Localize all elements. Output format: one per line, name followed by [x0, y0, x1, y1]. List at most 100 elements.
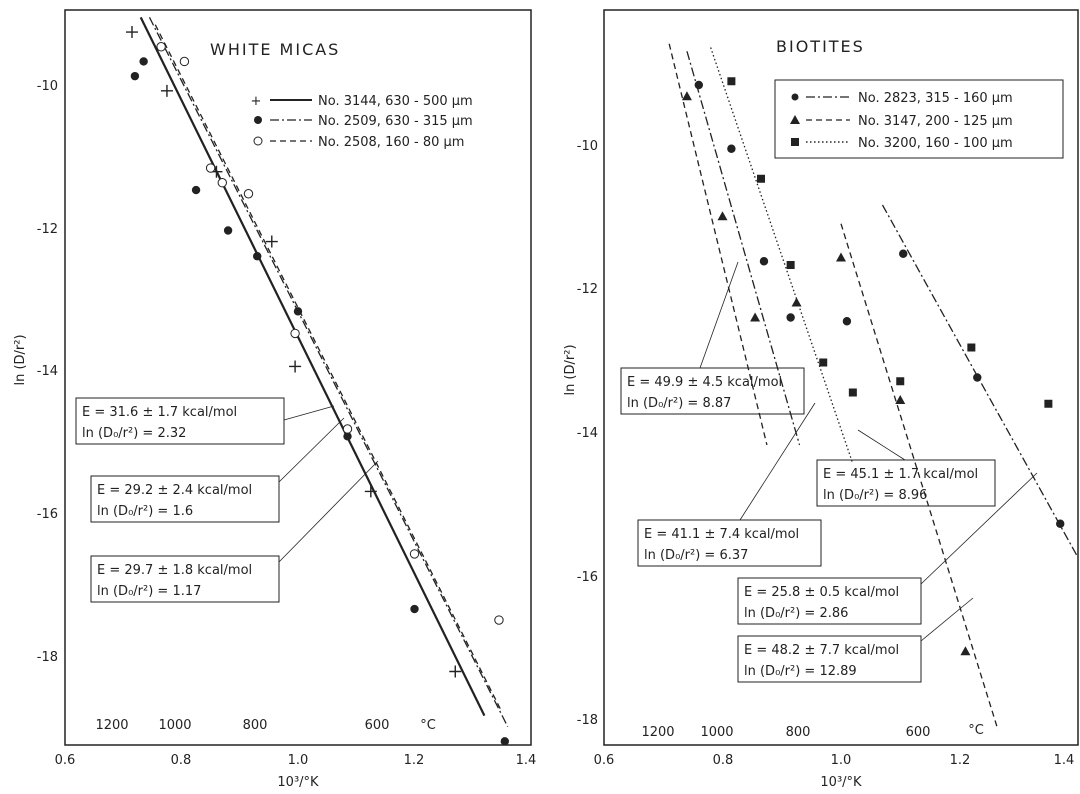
- data-point: [205, 163, 216, 173]
- temp-label: 600: [365, 718, 390, 733]
- legend-entry: No. 2823, 315 - 160 µm: [858, 91, 1013, 106]
- legend-marker: +: [251, 94, 262, 109]
- y-axis-label: ln (D/r²): [13, 334, 28, 385]
- y-tick-label: -16: [577, 570, 598, 585]
- data-point: [265, 235, 278, 248]
- x-tick-label: 1.0: [831, 753, 852, 768]
- annotation-energy: E = 25.8 ± 0.5 kcal/mol: [744, 585, 899, 600]
- data-point: [786, 313, 795, 322]
- x-tick-label: 1.0: [288, 753, 309, 768]
- data-point: [757, 174, 766, 183]
- y-tick-label: -12: [577, 282, 598, 297]
- data-point: [160, 84, 173, 97]
- fit-line: [148, 17, 509, 727]
- chart-title: BIOTITES: [776, 37, 865, 56]
- annotation-energy: E = 45.1 ± 1.7 kcal/mol: [823, 467, 978, 482]
- data-point: [694, 80, 703, 90]
- data-point: [1044, 399, 1053, 408]
- data-point: [786, 261, 795, 269]
- data-point: [253, 252, 262, 261]
- annotation-energy: E = 49.9 ± 4.5 kcal/mol: [627, 375, 782, 390]
- data-point: [848, 388, 857, 397]
- legend-entry: No. 2508, 160 - 80 µm: [318, 135, 464, 150]
- biotites-panel: BIOTITES -10 -12 -14 -16 -18 ln (D/r²) 0…: [563, 9, 1079, 790]
- legend-entry: No. 2509, 630 - 315 µm: [318, 114, 473, 129]
- y-tick-label: -16: [37, 507, 58, 522]
- fit-line: [139, 16, 486, 717]
- temp-label: 1200: [641, 725, 674, 740]
- x-axis-label: 10³/°K: [277, 775, 319, 790]
- legend: No. 2823, 315 - 160 µm No. 3147, 200 - 1…: [790, 91, 1013, 151]
- temp-label: 1200: [95, 718, 128, 733]
- data-point: [842, 317, 852, 326]
- chart-title: WHITE MICAS: [210, 40, 340, 59]
- annotation: E = 31.6 ± 1.7 kcal/mol ln (D₀/r²) = 2.3…: [75, 397, 335, 445]
- x-tick-label: 1.2: [950, 753, 971, 768]
- annotation-ln: ln (D₀/r²) = 8.96: [823, 488, 927, 503]
- data-point: [895, 395, 906, 404]
- data-point: [717, 211, 728, 221]
- annotation-ln: ln (D₀/r²) = 2.86: [744, 606, 848, 621]
- data-point: [727, 144, 736, 153]
- plot-marks: [668, 43, 1079, 731]
- annotation: E = 29.7 ± 1.8 kcal/mol ln (D₀/r²) = 1.1…: [90, 460, 379, 603]
- plot-frame: [603, 9, 1079, 746]
- data-point: [681, 91, 692, 101]
- data-point: [973, 373, 982, 382]
- legend-entry: No. 3144, 630 - 500 µm: [318, 94, 473, 109]
- y-tick-label: -12: [37, 222, 58, 237]
- annotation-ln: ln (D₀/r²) = 1.6: [97, 504, 193, 519]
- data-point: [791, 297, 802, 307]
- y-tick-label: -10: [577, 139, 598, 154]
- temp-label: 800: [243, 718, 268, 733]
- legend-marker: [791, 93, 799, 101]
- y-tick-label: -14: [37, 364, 58, 379]
- annotation-energy: E = 29.2 ± 2.4 kcal/mol: [97, 483, 252, 498]
- annotation: E = 48.2 ± 7.7 kcal/mol ln (D₀/r²) = 12.…: [737, 597, 974, 683]
- data-point: [139, 57, 148, 66]
- fit-line: [668, 43, 768, 446]
- data-point: [364, 485, 377, 498]
- data-point: [290, 328, 300, 339]
- data-point: [449, 665, 462, 678]
- fit-line: [710, 47, 854, 464]
- data-point: [410, 604, 419, 614]
- y-tick-label: -14: [577, 426, 598, 441]
- legend: + No. 3144, 630 - 500 µm No. 2509, 630 -…: [251, 94, 473, 150]
- legend-marker: [253, 136, 263, 146]
- fit-line: [686, 51, 801, 446]
- data-point: [130, 71, 140, 81]
- fit-line: [881, 204, 1079, 558]
- data-point: [293, 307, 303, 316]
- data-point: [342, 424, 353, 434]
- data-point: [179, 56, 190, 67]
- x-tick-label: 0.8: [171, 753, 192, 768]
- y-tick-label: -10: [37, 79, 58, 94]
- temp-label: 1000: [700, 725, 733, 740]
- annotation: E = 49.9 ± 4.5 kcal/mol ln (D₀/r²) = 8.8…: [620, 261, 805, 415]
- annotation-ln: ln (D₀/r²) = 8.87: [627, 396, 731, 411]
- data-point: [727, 77, 736, 86]
- temp-unit: °C: [968, 723, 984, 738]
- data-point: [289, 360, 302, 373]
- annotation-energy: E = 48.2 ± 7.7 kcal/mol: [744, 643, 899, 658]
- data-point: [960, 646, 971, 656]
- x-tick-label: 0.8: [713, 753, 734, 768]
- plot-frame: [64, 9, 532, 746]
- data-point: [191, 185, 201, 195]
- x-tick-label: 1.4: [516, 753, 537, 768]
- y-tick-label: -18: [37, 650, 58, 665]
- temp-label: 600: [906, 725, 931, 740]
- annotation: E = 25.8 ± 0.5 kcal/mol ln (D₀/r²) = 2.8…: [737, 472, 1038, 625]
- data-point: [896, 377, 905, 386]
- legend-marker: [254, 116, 262, 124]
- fit-line: [840, 223, 999, 731]
- data-point: [243, 189, 254, 199]
- data-point: [156, 42, 166, 52]
- annotation-energy: E = 31.6 ± 1.7 kcal/mol: [82, 405, 237, 420]
- data-point: [750, 312, 761, 322]
- temp-unit: °C: [420, 718, 436, 733]
- x-tick-label: 1.4: [1054, 753, 1075, 768]
- data-point: [836, 252, 846, 262]
